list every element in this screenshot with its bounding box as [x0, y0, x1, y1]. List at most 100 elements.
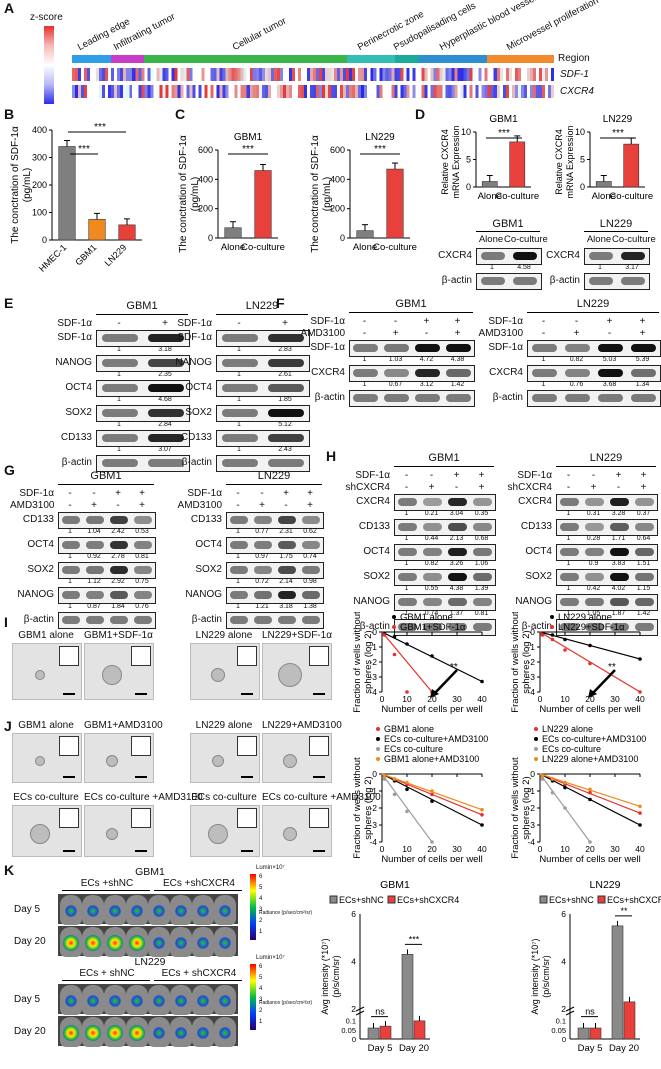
- y-axis-label: Fraction of wells without: [352, 612, 363, 713]
- quant-value: 1.39: [474, 585, 489, 592]
- blot-column-label: Co-culture: [612, 234, 656, 245]
- treatment-sign: -: [284, 500, 288, 511]
- y-tick-label: 4: [351, 957, 356, 967]
- quant-value: 1: [566, 610, 571, 617]
- blot-title: LN229: [589, 452, 623, 464]
- axis-break: [565, 1006, 575, 1012]
- region-segment: [144, 55, 347, 63]
- blot-band: [472, 523, 493, 531]
- quant-value: 2.14: [279, 578, 293, 585]
- panel-j-letter: J: [4, 718, 12, 734]
- sphere: [208, 824, 228, 844]
- blot-band: [133, 566, 153, 574]
- blot-band: [229, 516, 249, 524]
- colorbar-tick: 3: [259, 997, 263, 1003]
- data-point: [480, 823, 484, 827]
- sphere: [278, 662, 302, 687]
- y-axis-label: Avg intensity (*10⁷): [530, 938, 540, 1014]
- y-axis-label: Avg intensity (*10⁷): [320, 938, 330, 1014]
- quant-value: 1.42: [636, 610, 651, 617]
- sdf1-heatmap-row: [72, 68, 554, 81]
- blot-row-label: β-actin: [181, 457, 212, 468]
- blot-title: GBM1: [492, 218, 524, 230]
- blot-row-label: NANOG: [55, 357, 92, 368]
- mouse: [148, 1017, 170, 1047]
- blot-row-label: SOX2: [65, 407, 92, 418]
- mouse: [126, 985, 148, 1015]
- quant-value: 1: [566, 535, 571, 542]
- imaging-column-rule: [154, 980, 242, 981]
- inset-box: [59, 736, 79, 756]
- quant-value: 1: [117, 446, 121, 453]
- data-point: [382, 633, 387, 637]
- blot-band: [102, 459, 138, 467]
- blot-band: [277, 516, 297, 524]
- bar: [254, 170, 272, 239]
- treatment-label: SDF-1α: [517, 470, 552, 481]
- blot-band-row: [527, 390, 661, 407]
- scale-bar: [63, 776, 75, 778]
- blot-band: [133, 591, 153, 599]
- blot-band: [397, 498, 418, 506]
- y-tick-label: 0: [530, 627, 535, 637]
- treatment-sign: +: [478, 482, 485, 493]
- blot-band: [301, 616, 321, 624]
- blot-band: [384, 344, 409, 352]
- treatment-sign: -: [541, 328, 546, 339]
- mouse: [104, 985, 126, 1015]
- x-tick-label: Co-culture: [609, 191, 653, 202]
- blot-band-row: [226, 562, 324, 579]
- quant-value: 1: [566, 585, 571, 592]
- region-segment: [419, 55, 487, 63]
- chart-title: GBM1: [234, 132, 263, 143]
- photo-label: GBM1+SDF-1α: [84, 630, 153, 641]
- blot-band: [422, 623, 443, 631]
- mouse: [60, 985, 82, 1015]
- treatment-label: SDF-1α: [57, 318, 92, 329]
- blot-band: [447, 573, 468, 581]
- sphere-micrograph: [84, 643, 154, 700]
- y-tick-label: -4: [369, 837, 377, 847]
- scale-bar: [63, 693, 75, 695]
- quant-value: 4.72: [419, 356, 434, 363]
- quant-value: 4.38: [450, 356, 465, 363]
- sphere-micrograph: [190, 805, 260, 857]
- blot-row-label: SOX2: [195, 564, 222, 575]
- mouse: [82, 985, 104, 1015]
- y-tick-label: 0.1: [346, 1017, 356, 1026]
- blot-band: [229, 566, 249, 574]
- blot-band: [447, 548, 468, 556]
- sig-label: ***: [78, 144, 90, 155]
- blot-row-label: β-actin: [549, 275, 580, 286]
- bioluminescence-signal: [85, 993, 101, 1009]
- blot-band: [609, 598, 630, 606]
- treatment-sign: -: [68, 488, 72, 499]
- blot-band: [559, 523, 580, 531]
- bioluminescence-signal: [85, 935, 101, 951]
- quant-value: 1: [362, 381, 367, 388]
- quant-value: 1.37: [449, 610, 464, 617]
- blot-row-label: CXCR4: [546, 250, 580, 261]
- quant-value: 3.26: [449, 560, 464, 567]
- treatment-sign: +: [590, 482, 597, 493]
- blot-band-row: [226, 587, 324, 604]
- sphere-micrograph: [84, 733, 154, 783]
- blot-band: [229, 616, 249, 624]
- quant-value: 0.68: [474, 535, 489, 542]
- data-point: [405, 780, 409, 785]
- inset-box: [59, 646, 79, 666]
- y-tick-label: 0: [530, 769, 535, 779]
- x-tick-label: 40: [477, 844, 487, 854]
- legend-label: GBM1 alone: [400, 612, 453, 623]
- x-tick-label: Co-culture: [495, 191, 539, 202]
- y-tick-label: -4: [527, 837, 535, 847]
- blot-band: [609, 523, 630, 531]
- blot-row-label: OCT4: [65, 382, 92, 393]
- y-tick-label: 200: [198, 204, 213, 214]
- bar: [589, 1027, 602, 1040]
- quant-value: 1.34: [635, 381, 650, 388]
- blot-row-label: CD133: [190, 514, 222, 525]
- legend-swatch: [329, 895, 338, 904]
- treatment-sign: +: [639, 316, 646, 327]
- blot-band: [584, 523, 605, 531]
